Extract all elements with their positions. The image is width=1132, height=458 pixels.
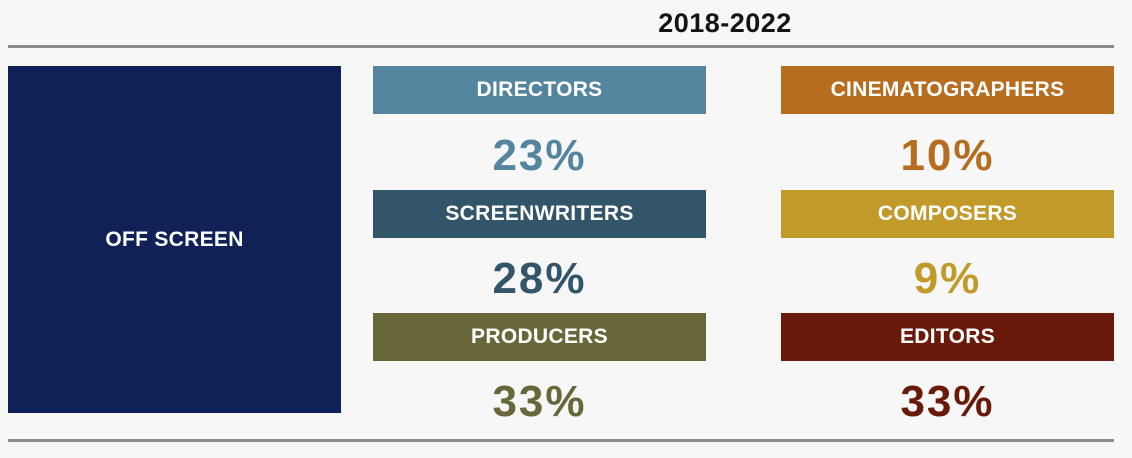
screenwriters-label: SCREENWRITERS — [373, 190, 706, 238]
composers-percent: 9% — [913, 254, 982, 303]
directors-label: DIRECTORS — [373, 66, 706, 114]
bottom-divider — [8, 439, 1114, 442]
screenwriters-percent: 28% — [492, 254, 587, 303]
producers-label: PRODUCERS — [373, 313, 706, 361]
cinematographers-label: CINEMATOGRAPHERS — [781, 66, 1114, 114]
period-heading: 2018-2022 — [658, 8, 792, 38]
composers-label: COMPOSERS — [781, 190, 1114, 238]
editors-label: EDITORS — [781, 313, 1114, 361]
directors-percent: 23% — [492, 131, 587, 180]
cinematographers-percent: 10% — [900, 131, 995, 180]
editors-percent: 33% — [900, 377, 995, 426]
off-screen-block: OFF SCREEN — [8, 66, 341, 413]
producers-percent: 33% — [492, 377, 587, 426]
top-divider — [8, 45, 1114, 48]
